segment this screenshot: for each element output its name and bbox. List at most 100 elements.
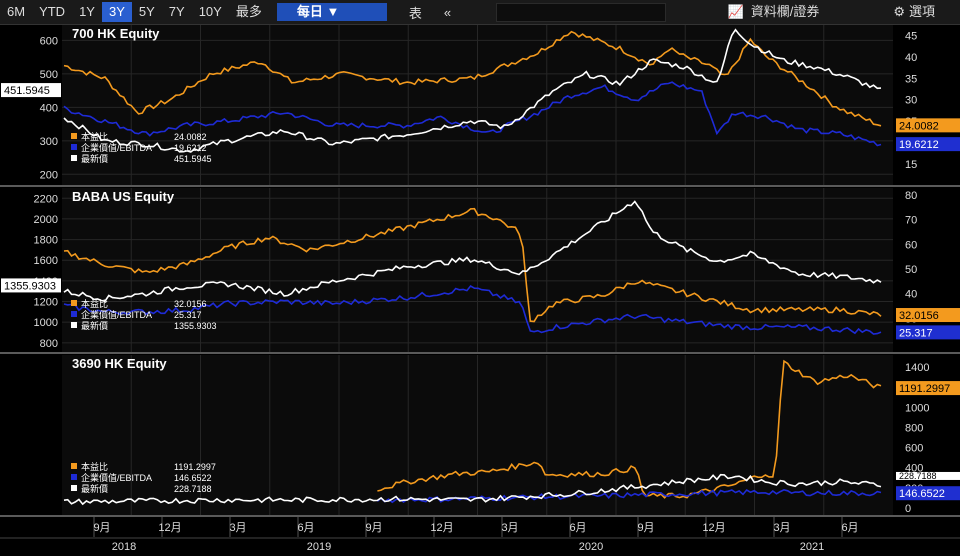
series-line <box>63 81 882 147</box>
legend-value: 1191.2997 <box>174 462 216 472</box>
series-line <box>63 30 882 127</box>
legend-swatch <box>71 144 77 150</box>
legend-value: 25.317 <box>174 310 202 320</box>
legend-swatch <box>71 300 77 306</box>
legend-value: 228.7188 <box>174 484 212 494</box>
right-tick-label: 45 <box>905 31 917 43</box>
ev-value-label: 146.6522 <box>899 488 945 500</box>
left-tick-label: 1000 <box>34 317 58 329</box>
legend-label: 本益比 <box>81 298 108 309</box>
chart-icon[interactable]: 📈 <box>727 4 744 19</box>
legend-swatch <box>71 155 77 161</box>
month-tick-label: 3月 <box>501 522 518 534</box>
table-button[interactable]: 表 <box>408 5 422 21</box>
period-7y[interactable]: 7Y <box>168 4 185 19</box>
last-price-label: 1355.9303 <box>4 280 56 292</box>
right-tick-label: 50 <box>905 264 917 276</box>
last-value-label: 228.7188 <box>899 471 937 481</box>
frequency-dropdown[interactable]: 每日 ▼ <box>276 3 387 21</box>
period-6m[interactable]: 6M <box>7 4 26 19</box>
legend-swatch <box>71 463 77 469</box>
pe-value-badge <box>896 118 960 133</box>
pe-value-label: 1191.2997 <box>899 383 950 395</box>
period-5y[interactable]: 5Y <box>138 4 155 19</box>
legend-swatch <box>71 485 77 491</box>
month-tick-label: 6月 <box>841 522 858 534</box>
legend-value: 19.6212 <box>174 143 207 153</box>
chart-area: 20030040050060015202530354045700 HK Equi… <box>0 25 960 556</box>
x-axis: 9月 12月 3月 6月 9月 12月 3月 6月 9月 12月 3月 6月 2018 2019 2020 2… <box>0 517 960 556</box>
legend-value: 451.5945 <box>174 154 212 164</box>
right-tick-label: 30 <box>905 95 917 107</box>
panel-title: BABA US Equity <box>72 189 175 204</box>
month-tick-label: 9月 <box>365 522 382 534</box>
last-price-badge <box>1 83 61 98</box>
x-axis-background <box>0 517 960 556</box>
right-tick-label: 15 <box>905 159 917 171</box>
month-tick-label: 12月 <box>430 522 453 534</box>
left-tick-label: 2200 <box>34 193 58 205</box>
legend-label: 企業價值/EBITDA <box>81 472 152 483</box>
pe-value-badge <box>896 308 960 323</box>
last-price-badge <box>1 278 61 293</box>
chart-panel-2: 02004006008001000120014003690 HK Equity本… <box>0 355 960 517</box>
legend-swatch <box>71 322 77 328</box>
month-tick-label: 9月 <box>637 522 654 534</box>
legend-swatch <box>71 311 77 317</box>
series-line <box>377 359 882 499</box>
period-max[interactable]: 最多 <box>235 4 262 19</box>
ev-value-label: 19.6212 <box>899 139 939 151</box>
series-line <box>63 473 882 506</box>
right-tick-label: 1400 <box>905 362 929 374</box>
right-tick-label: 80 <box>905 190 917 202</box>
right-tick-label: 1000 <box>905 402 929 414</box>
legend-label: 最新價 <box>81 153 108 164</box>
legend-swatch <box>71 133 77 139</box>
left-tick-label: 500 <box>40 69 58 81</box>
legend-value: 146.6522 <box>174 473 212 483</box>
month-tick-label: 3月 <box>229 522 246 534</box>
ev-value-badge <box>896 325 960 340</box>
month-tick-label: 9月 <box>93 522 110 534</box>
legend-value: 1355.9303 <box>174 321 217 331</box>
series-line <box>63 28 882 153</box>
left-tick-label: 1800 <box>34 235 58 247</box>
legend-label: 本益比 <box>81 131 108 142</box>
year-tick-label: 2020 <box>579 541 603 553</box>
period-3y[interactable]: 3Y <box>101 2 132 22</box>
legend-swatch <box>71 474 77 480</box>
right-tick-label: 40 <box>905 52 917 64</box>
month-tick-label: 12月 <box>702 522 725 534</box>
pe-value-label: 32.0156 <box>899 310 939 322</box>
period-10y[interactable]: 10Y <box>198 4 222 19</box>
legend-label: 本益比 <box>81 461 108 472</box>
left-tick-label: 600 <box>40 35 58 47</box>
data-fields-button[interactable]: 資料欄/證券 <box>750 4 820 19</box>
right-tick-label: 40 <box>905 289 917 301</box>
right-tick-label: 70 <box>905 215 917 227</box>
period-1y[interactable]: 1Y <box>79 4 95 19</box>
right-tick-label: 800 <box>905 422 923 434</box>
series-line <box>63 207 882 323</box>
chart-panel-0: 20030040050060015202530354045700 HK Equi… <box>0 25 960 187</box>
toolbar-input[interactable] <box>496 3 666 22</box>
legend-value: 32.0156 <box>174 299 207 309</box>
legend-label: 最新價 <box>81 320 108 331</box>
panel-title: 3690 HK Equity <box>72 356 167 371</box>
month-tick-label: 6月 <box>569 522 586 534</box>
year-tick-label: 2018 <box>112 541 136 553</box>
month-tick-label: 6月 <box>297 522 314 534</box>
legend-label: 最新價 <box>81 483 108 494</box>
collapse-button[interactable]: « <box>443 4 452 20</box>
ev-value-badge <box>896 137 960 152</box>
left-tick-label: 800 <box>40 338 58 350</box>
period-ytd[interactable]: YTD <box>39 4 66 19</box>
settings-button[interactable]: 選項 <box>908 4 935 19</box>
left-tick-label: 1600 <box>34 255 58 267</box>
last-price-label: 451.5945 <box>4 85 50 97</box>
ev-value-badge <box>896 486 960 501</box>
gear-icon[interactable]: ⚙ <box>893 4 905 19</box>
toolbar: 6M YTD 1Y 3Y 5Y 7Y 10Y 最多 每日 ▼ 表 « 📈 資料欄… <box>0 0 960 25</box>
year-tick-label: 2019 <box>307 541 331 553</box>
chart-panel-1: 8001000120014001600180020002200304050607… <box>0 188 960 354</box>
